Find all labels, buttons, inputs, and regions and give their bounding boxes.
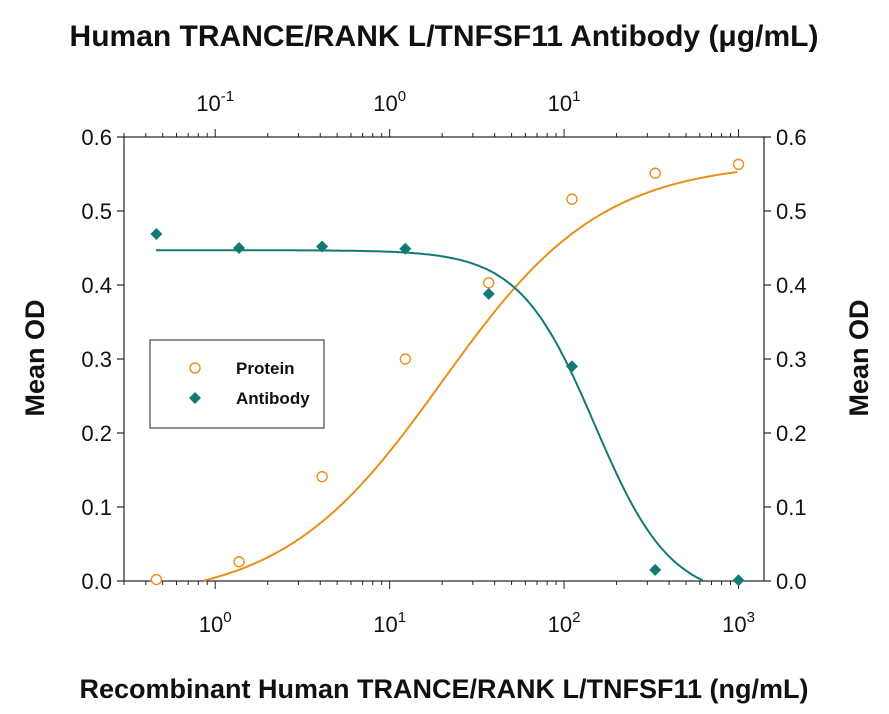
y-tick-label-left: 0.5 (81, 199, 112, 224)
legend-protein-label: Protein (236, 359, 295, 378)
x2-tick-label: 101 (548, 88, 581, 116)
y-tick-label-right: 0.4 (776, 273, 807, 298)
protein-point (150, 573, 163, 586)
x-tick-label: 100 (199, 609, 232, 637)
antibody-point (399, 242, 412, 255)
x-tick-label: 101 (373, 609, 406, 637)
y-tick-label-right: 0.2 (776, 421, 807, 446)
y-tick-label-left: 0.3 (81, 347, 112, 372)
protein-point (732, 158, 745, 171)
y-axis-label-left: Mean OD (20, 299, 50, 416)
protein-point (483, 277, 495, 289)
antibody-point (482, 287, 495, 300)
x2-tick-label: 100 (373, 88, 406, 116)
y-tick-label-left: 0.1 (81, 495, 112, 520)
y-tick-label-left: 0.6 (81, 125, 112, 150)
protein-point (566, 193, 578, 205)
protein-point (649, 167, 661, 179)
y-tick-label-right: 0.3 (776, 347, 807, 372)
y-tick-label-left: 0.4 (81, 273, 112, 298)
legend-protein-marker (189, 362, 201, 374)
y-tick-label-left: 0.2 (81, 421, 112, 446)
x-tick-label: 103 (722, 609, 755, 637)
legend-antibody-marker (189, 392, 201, 404)
antibody-fit-curve (156, 249, 704, 582)
chart-title: Human TRANCE/RANK L/TNFSF11 Antibody (μg… (70, 20, 819, 53)
antibody-point (565, 360, 578, 373)
protein-point (399, 353, 412, 365)
y-axis-label-right: Mean OD (844, 299, 874, 416)
protein-point (316, 470, 328, 483)
y-tick-label-right: 0.1 (776, 495, 807, 520)
antibody-point (649, 563, 662, 576)
protein-fit-curve (203, 171, 738, 582)
antibody-point (732, 574, 745, 587)
y-tick-label-right: 0.6 (776, 125, 807, 150)
legend-box (149, 339, 325, 429)
y-tick-label-right: 0.0 (776, 569, 807, 594)
legend: Protein Antibody (149, 339, 325, 429)
y-tick-label-right: 0.5 (776, 199, 807, 224)
x-tick-label: 102 (548, 609, 581, 637)
x-axis-label: Recombinant Human TRANCE/RANK L/TNFSF11 … (79, 674, 808, 704)
antibody-point (316, 240, 329, 253)
x2-tick-label: 10-1 (196, 88, 234, 116)
y-tick-label-left: 0.0 (81, 569, 112, 594)
antibody-point (233, 242, 246, 254)
antibody-point (150, 227, 163, 240)
protein-point (233, 556, 245, 568)
legend-antibody-label: Antibody (236, 389, 310, 408)
